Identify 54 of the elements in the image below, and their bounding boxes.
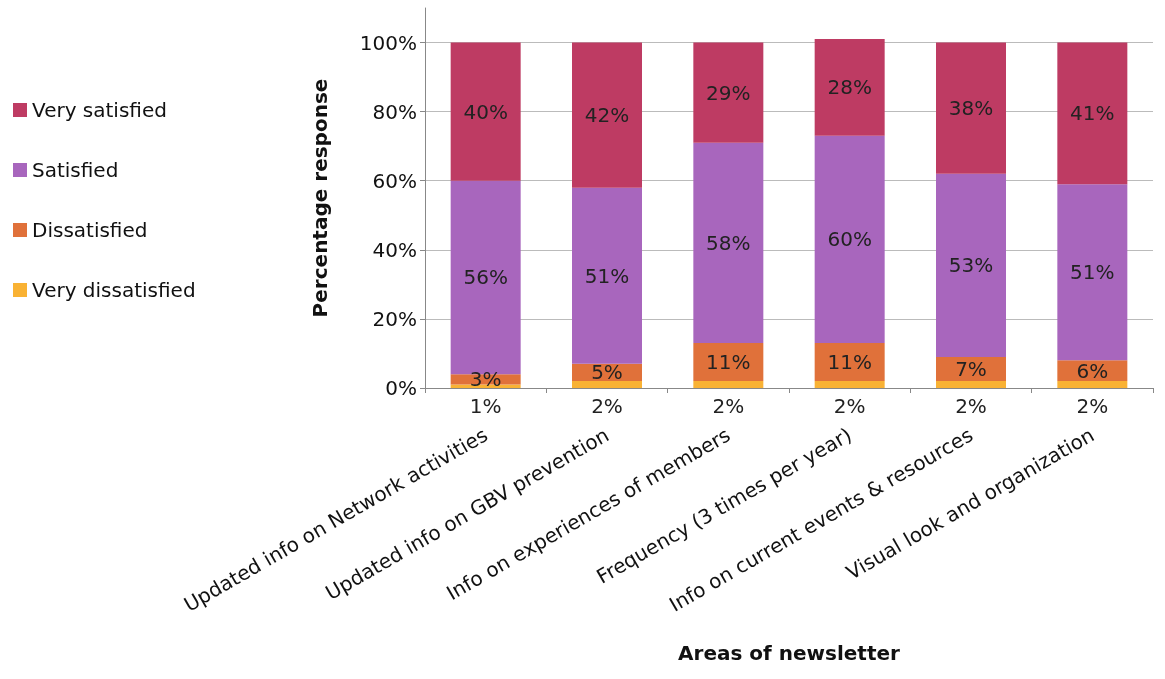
y-axis-title: Percentage response <box>308 78 332 318</box>
bar <box>936 173 1006 357</box>
y-tick-label: 0% <box>385 376 417 400</box>
data-label: 2% <box>591 394 623 418</box>
bar <box>814 39 885 136</box>
data-label: 2% <box>955 394 987 418</box>
bar <box>1057 381 1128 388</box>
data-label: 2% <box>833 394 866 418</box>
data-label: 41% <box>1070 101 1115 126</box>
bar <box>814 381 885 388</box>
y-tick-label: 40% <box>372 237 417 262</box>
data-label: 1% <box>469 394 502 418</box>
legend-label: Very dissatisfied <box>32 278 196 302</box>
bar <box>693 343 764 382</box>
data-label: 6% <box>1076 358 1109 383</box>
y-tick-label: 60% <box>372 168 417 193</box>
bar <box>1057 184 1128 361</box>
bar <box>572 187 642 364</box>
bar <box>450 42 521 181</box>
bar <box>693 42 764 143</box>
bar <box>1057 42 1128 185</box>
bar <box>936 42 1006 174</box>
bar <box>814 343 885 382</box>
bar <box>814 135 885 344</box>
data-label: 58% <box>706 230 751 255</box>
bar <box>693 381 764 388</box>
data-label: 7% <box>955 357 987 381</box>
y-tick-label: 80% <box>372 99 417 124</box>
legend-label: Satisfied <box>32 158 119 182</box>
bar <box>693 142 764 344</box>
data-label: 3% <box>469 367 502 392</box>
data-label: 60% <box>827 227 872 252</box>
data-label: 51% <box>584 263 630 288</box>
data-label: 42% <box>584 103 630 128</box>
x-axis-title: Areas of newsletter <box>678 641 901 665</box>
data-label: 56% <box>463 265 508 290</box>
y-tick-label: 20% <box>372 306 417 331</box>
data-label: 29% <box>706 80 751 105</box>
data-label: 28% <box>827 75 872 100</box>
data-label: 38% <box>948 96 994 121</box>
bar <box>936 381 1006 388</box>
data-label: 11% <box>706 350 751 375</box>
data-label: 51% <box>1070 260 1115 285</box>
data-label: 2% <box>712 394 745 418</box>
bar <box>572 42 642 188</box>
legend-label: Very satisfied <box>32 98 167 122</box>
data-label: 53% <box>948 253 994 278</box>
y-tick-label: 100% <box>359 30 417 55</box>
bar <box>572 381 642 388</box>
data-label: 11% <box>827 350 872 375</box>
legend-label: Dissatisfied <box>32 218 148 242</box>
data-label: 2% <box>1076 394 1109 418</box>
data-label: 5% <box>591 360 623 385</box>
data-label: 40% <box>463 99 508 124</box>
